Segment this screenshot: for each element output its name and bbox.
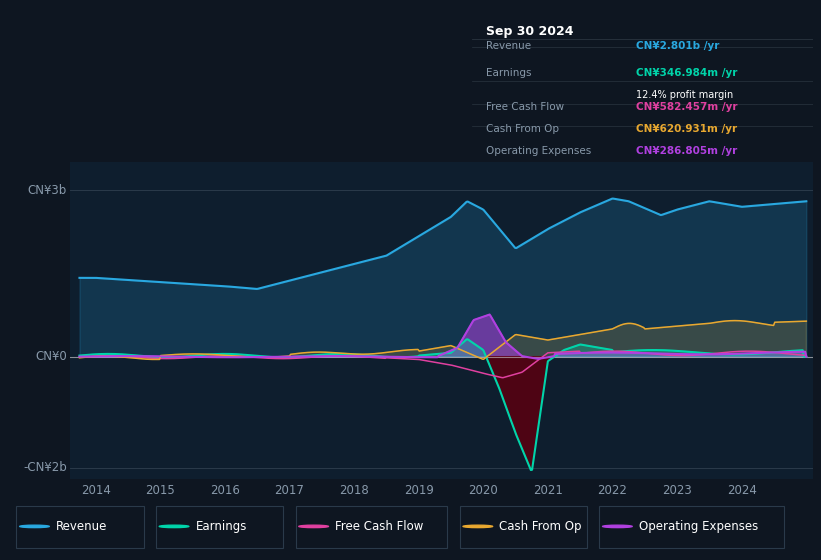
Text: -CN¥2b: -CN¥2b (23, 461, 67, 474)
Text: Revenue: Revenue (56, 520, 108, 533)
Text: Earnings: Earnings (195, 520, 247, 533)
Text: CN¥0: CN¥0 (35, 350, 67, 363)
Text: CN¥582.457m /yr: CN¥582.457m /yr (635, 102, 737, 112)
Text: Cash From Op: Cash From Op (499, 520, 581, 533)
Circle shape (299, 525, 328, 528)
Circle shape (463, 525, 493, 528)
Text: CN¥3b: CN¥3b (28, 184, 67, 197)
Text: Free Cash Flow: Free Cash Flow (486, 102, 564, 112)
Text: Operating Expenses: Operating Expenses (486, 146, 591, 156)
Text: Sep 30 2024: Sep 30 2024 (486, 25, 573, 38)
Circle shape (159, 525, 189, 528)
Text: Cash From Op: Cash From Op (486, 124, 559, 134)
Text: CN¥286.805m /yr: CN¥286.805m /yr (635, 146, 737, 156)
Text: CN¥620.931m /yr: CN¥620.931m /yr (635, 124, 736, 134)
Text: Operating Expenses: Operating Expenses (639, 520, 758, 533)
Text: Earnings: Earnings (486, 68, 531, 78)
Circle shape (603, 525, 632, 528)
Circle shape (20, 525, 49, 528)
Text: CN¥346.984m /yr: CN¥346.984m /yr (635, 68, 737, 78)
Text: Free Cash Flow: Free Cash Flow (335, 520, 424, 533)
Text: 12.4% profit margin: 12.4% profit margin (635, 90, 733, 100)
Text: Revenue: Revenue (486, 41, 531, 52)
Text: CN¥2.801b /yr: CN¥2.801b /yr (635, 41, 719, 52)
